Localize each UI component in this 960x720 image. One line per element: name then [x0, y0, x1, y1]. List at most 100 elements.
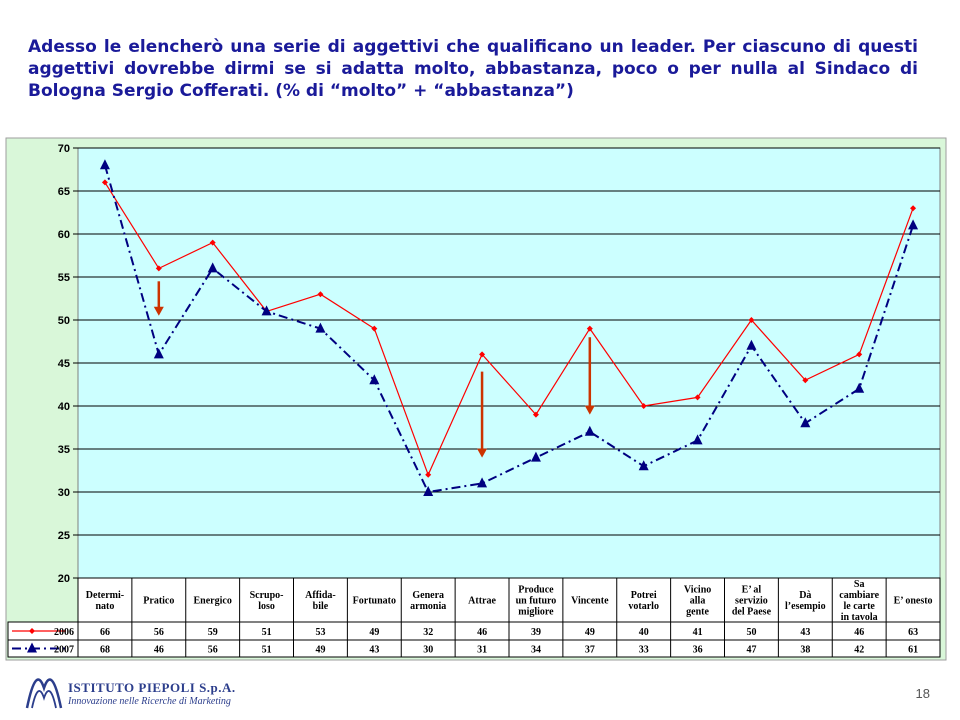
- data-point: [479, 351, 486, 358]
- decline-arrow-head: [477, 448, 488, 458]
- data-point: [155, 265, 162, 272]
- category-label-line: Sa: [854, 579, 865, 590]
- category-label-line: Scrupo-: [250, 590, 284, 601]
- data-label: 51: [262, 645, 272, 656]
- category-label-line: Attrae: [468, 596, 496, 607]
- data-label: 53: [315, 627, 325, 638]
- y-tick-label: 25: [58, 530, 70, 542]
- data-label: 56: [208, 645, 218, 656]
- legend-series-name: 2007: [54, 645, 74, 656]
- category-label-line: servizio: [735, 596, 768, 607]
- category-label-line: del Paese: [732, 607, 772, 618]
- data-label: 43: [369, 645, 379, 656]
- data-point: [371, 325, 378, 332]
- data-point: [694, 394, 701, 401]
- category-label-line: Fortunato: [353, 596, 396, 607]
- category-label-line: le carte: [844, 601, 876, 612]
- category-label-line: E’ onesto: [894, 596, 933, 607]
- category-label: Produce un futuro migliore: [516, 585, 557, 618]
- data-point: [423, 486, 434, 496]
- category-label-line: Potrei: [631, 590, 657, 601]
- category-label-line: gente: [686, 607, 709, 618]
- y-tick-label: 55: [58, 272, 70, 284]
- category-label: Attrae: [468, 596, 496, 607]
- category-label-line: alla: [690, 596, 706, 607]
- y-tick-label: 70: [58, 143, 70, 155]
- category-label: E’ onesto: [894, 596, 933, 607]
- data-point: [584, 425, 595, 436]
- data-label: 66: [100, 627, 110, 638]
- logo-name: ISTITUTO PIEPOLI S.p.A.: [68, 680, 236, 695]
- data-point: [261, 305, 272, 316]
- category-label-line: Vicino: [684, 585, 711, 596]
- y-tick-label: 60: [58, 229, 70, 241]
- category-label: Vincente: [571, 596, 609, 607]
- data-point: [425, 471, 432, 478]
- legend-key-marker: [29, 628, 35, 634]
- data-label: 56: [154, 627, 164, 638]
- category-label-line: un futuro: [516, 596, 557, 607]
- category-label-line: armonia: [410, 601, 446, 612]
- category-label-line: Vincente: [571, 596, 609, 607]
- data-label: 59: [208, 627, 218, 638]
- category-label-line: in tavola: [841, 612, 878, 623]
- y-tick-label: 35: [58, 444, 70, 456]
- category-label: Determi-nato: [86, 590, 124, 612]
- data-label: 40: [639, 627, 649, 638]
- data-label: 32: [423, 627, 433, 638]
- data-label: 30: [423, 645, 433, 656]
- data-label: 46: [154, 645, 164, 656]
- data-point: [101, 179, 108, 186]
- data-point: [910, 205, 917, 212]
- category-label: Fortunato: [353, 596, 396, 607]
- category-label-line: E’ al: [742, 585, 762, 596]
- data-point: [317, 291, 324, 298]
- data-point: [315, 322, 326, 333]
- data-point: [638, 460, 649, 471]
- category-label: Genera armonia: [410, 590, 446, 612]
- series-line-2007: [103, 164, 915, 494]
- category-label-line: Dà: [799, 590, 811, 601]
- data-label: 61: [908, 645, 918, 656]
- category-label-line: l’esempio: [785, 601, 826, 612]
- decline-arrow-head: [584, 405, 595, 415]
- logo-emblem-icon: [25, 678, 63, 709]
- data-point: [530, 451, 541, 462]
- data-label: 38: [800, 645, 810, 656]
- category-label: Vicino alla gente: [684, 585, 711, 618]
- category-label: Pratico: [143, 596, 174, 607]
- data-point: [692, 434, 703, 445]
- data-point: [369, 374, 380, 385]
- data-label: 41: [693, 627, 703, 638]
- series-line-2006: [104, 182, 914, 477]
- data-label: 34: [531, 645, 541, 656]
- data-point: [748, 317, 755, 323]
- category-label-line: votarlo: [628, 601, 659, 612]
- data-label: 50: [746, 627, 756, 638]
- category-label: Potrei votarlo: [628, 590, 659, 612]
- data-label: 51: [262, 627, 272, 638]
- data-point: [802, 377, 809, 384]
- y-tick-label: 50: [58, 315, 70, 327]
- category-label-line: loso: [258, 601, 275, 612]
- y-tick-label: 20: [58, 573, 70, 585]
- data-point: [856, 351, 863, 358]
- data-point: [99, 159, 110, 170]
- logo-tagline: Innovazione nelle Ricerche di Marketing: [68, 696, 231, 707]
- data-point: [153, 348, 164, 359]
- y-tick-label: 40: [58, 401, 70, 413]
- page-title: Adesso le elencherò una serie di aggetti…: [28, 37, 918, 101]
- page-number: 18: [915, 686, 930, 701]
- category-label-line: bile: [313, 601, 329, 612]
- category-label-line: Produce: [518, 585, 554, 596]
- legend-series-name: 2006: [54, 627, 74, 638]
- data-point: [207, 262, 218, 273]
- category-label: Dà l’esempio: [785, 590, 826, 612]
- category-label-line: Affida-: [305, 590, 336, 601]
- data-label: 47: [746, 645, 756, 656]
- decline-arrow-head: [153, 306, 164, 316]
- data-label: 68: [100, 645, 110, 656]
- category-label: Energico: [194, 596, 232, 607]
- data-point: [640, 403, 647, 409]
- data-label: 63: [908, 627, 918, 638]
